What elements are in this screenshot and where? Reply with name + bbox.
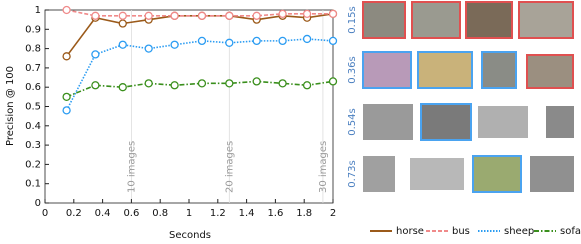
point — [62, 92, 71, 101]
thumbnail — [478, 106, 528, 138]
thumbnail — [546, 106, 574, 138]
point — [302, 34, 312, 44]
point — [252, 77, 261, 86]
point — [197, 36, 207, 46]
point — [170, 81, 179, 90]
x-tick-label: 1.4 — [239, 208, 255, 219]
point — [170, 40, 179, 49]
y-tick-label: 1 — [35, 5, 41, 16]
annotation: 30 images — [318, 141, 329, 193]
point — [144, 11, 153, 20]
legend-label: sofa — [560, 226, 581, 237]
annotation: 10 images — [126, 141, 137, 193]
thumbnail — [465, 1, 513, 39]
point — [278, 9, 287, 19]
point — [225, 79, 234, 88]
x-tick-label: 0.2 — [66, 208, 82, 219]
point — [225, 38, 234, 47]
x-tick-label: 2 — [330, 208, 336, 219]
point — [118, 19, 127, 28]
point — [62, 106, 71, 115]
point — [170, 11, 179, 20]
legend-label: sheep — [504, 226, 534, 237]
point — [328, 9, 338, 19]
point — [302, 9, 312, 19]
point — [302, 81, 312, 90]
y-tick-label: 0.3 — [25, 140, 41, 151]
point — [118, 83, 127, 92]
point — [252, 36, 261, 46]
x-tick-label: 1.6 — [267, 208, 283, 219]
x-tick-label: 0.8 — [152, 208, 168, 219]
y-tick-label: 0.7 — [25, 63, 41, 74]
thumbnail — [420, 103, 472, 141]
point — [91, 81, 100, 90]
thumbnail — [481, 51, 517, 89]
y-tick-label: 0.4 — [25, 121, 41, 132]
point — [144, 79, 153, 88]
time-label: 0.36s — [347, 56, 358, 83]
time-label: 0.54s — [347, 108, 358, 135]
point — [118, 40, 127, 49]
point — [118, 11, 127, 20]
x-axis-label: Seconds — [169, 230, 211, 241]
series-line — [65, 13, 334, 57]
image-panel — [362, 1, 574, 193]
point — [252, 11, 261, 20]
thumbnail — [363, 156, 395, 192]
thumbnail — [518, 1, 574, 39]
x-tick-label: 1.8 — [296, 208, 312, 219]
thumbnail — [362, 1, 406, 39]
y-tick-label: 0.2 — [25, 159, 41, 170]
thumbnail — [530, 156, 574, 192]
thumbnail — [526, 54, 574, 89]
y-tick-label: 0 — [35, 198, 41, 209]
y-tick-label: 0.1 — [25, 179, 41, 190]
thumbnail — [362, 51, 412, 89]
thumbnail — [411, 1, 461, 39]
legend-label: horse — [396, 226, 424, 237]
y-tick-label: 0.6 — [25, 82, 41, 93]
point — [225, 11, 234, 20]
time-label: 0.15s — [347, 6, 358, 33]
x-tick-label: 0.4 — [95, 208, 111, 219]
plot-frame — [44, 9, 334, 204]
thumbnail — [417, 51, 473, 89]
point — [278, 79, 287, 88]
point — [197, 79, 207, 88]
point — [278, 36, 287, 46]
point — [328, 77, 338, 86]
y-tick-label: 0.8 — [25, 44, 41, 55]
x-tick-label: 0.6 — [123, 208, 139, 219]
y-axis-label: Precision @ 100 — [5, 66, 16, 146]
point — [144, 44, 153, 53]
thumbnail — [363, 104, 413, 140]
y-tick-label: 0.9 — [25, 24, 41, 35]
thumbnail — [410, 158, 464, 190]
x-tick-label: 1.2 — [210, 208, 226, 219]
x-tick-label: 1 — [186, 208, 192, 219]
y-tick-label: 0.5 — [25, 102, 41, 113]
series-line — [65, 38, 334, 111]
time-label: 0.73s — [347, 160, 358, 187]
point — [62, 52, 71, 61]
point — [91, 11, 100, 20]
legend-label: bus — [452, 226, 470, 237]
point — [197, 11, 207, 20]
point — [328, 36, 338, 46]
thumbnail — [472, 155, 522, 193]
point — [91, 50, 100, 59]
x-tick-label: 0 — [42, 208, 48, 219]
point — [62, 5, 71, 15]
annotation: 20 images — [224, 141, 235, 193]
